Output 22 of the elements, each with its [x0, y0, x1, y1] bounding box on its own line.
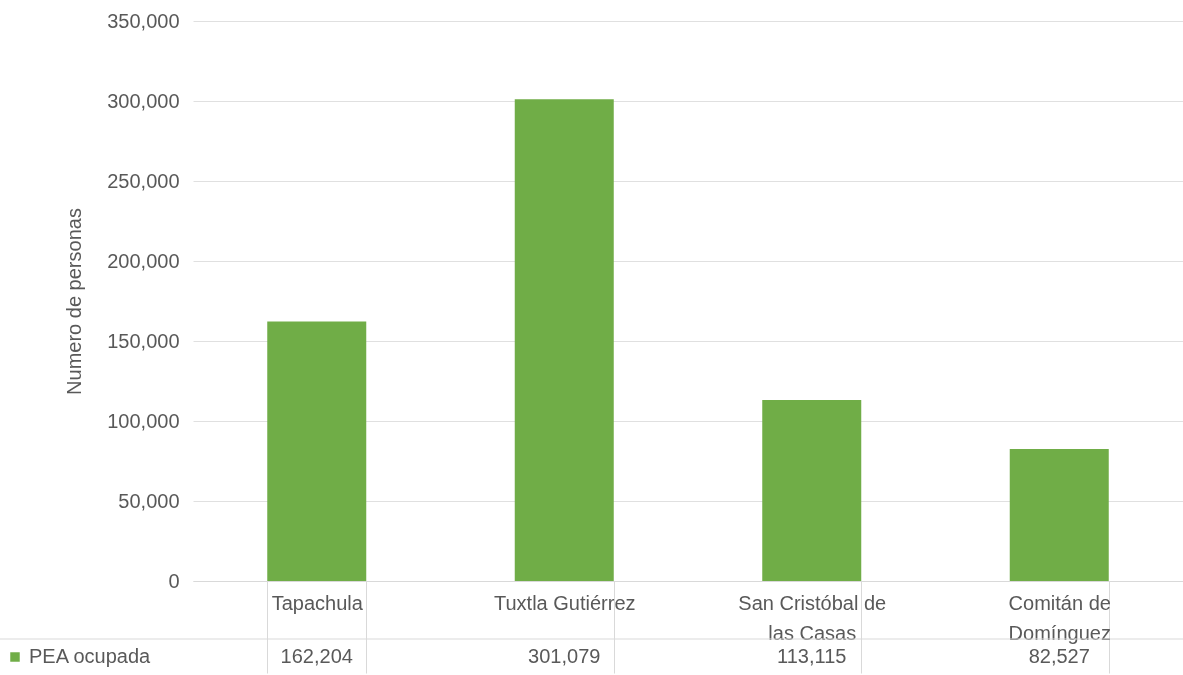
y-axis-title: Numero de personas	[63, 208, 86, 395]
y-tick-label: 150,000	[107, 329, 180, 352]
data-label: 82,527	[1028, 645, 1090, 667]
y-tick-label: 200,000	[107, 249, 180, 272]
legend-label: PEA ocupada	[29, 645, 152, 667]
y-tick-label: 0	[168, 569, 180, 592]
y-tick-label: 250,000	[107, 169, 180, 192]
x-tick-label: San Cristóbal de las Casas	[738, 591, 887, 644]
y-tick-label: 100,000	[107, 409, 180, 432]
bar	[514, 99, 614, 581]
data-label: 301,079	[528, 645, 601, 667]
y-tick-label: 350,000	[107, 9, 180, 32]
data-label: 162,204	[280, 645, 353, 667]
x-tick-label: Tuxtla Gutiérrez	[493, 591, 636, 614]
y-tick-label: 50,000	[118, 489, 180, 512]
x-tick-label: Comitán de Domínguez	[1008, 591, 1111, 644]
bar	[762, 400, 862, 581]
x-tick-label: Tapachula	[271, 591, 364, 614]
bar	[1009, 448, 1109, 581]
data-label: 113,115	[777, 645, 847, 667]
y-tick-label: 300,000	[107, 89, 180, 112]
bar	[267, 321, 367, 581]
